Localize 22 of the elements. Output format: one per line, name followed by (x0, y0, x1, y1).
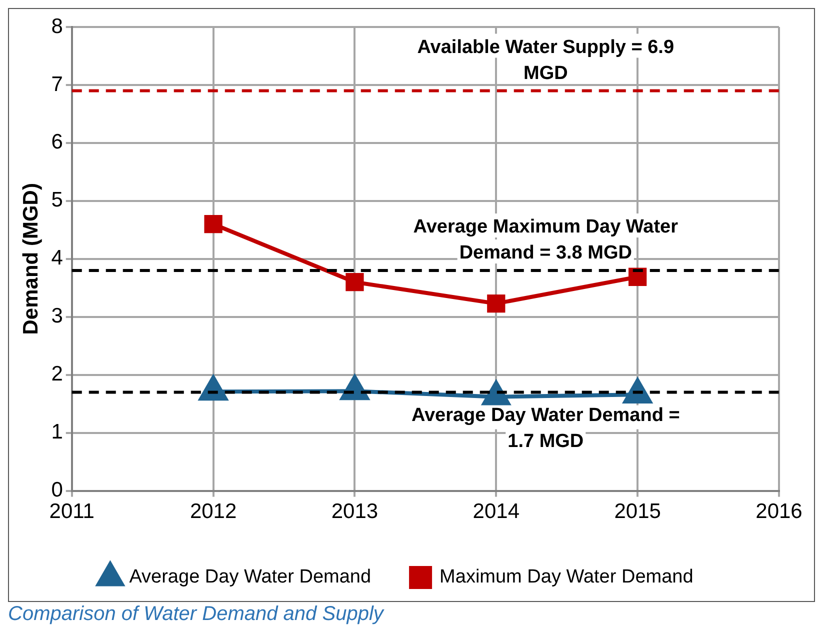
x-tick-label: 2014 (472, 500, 520, 524)
x-tick-label: 2016 (756, 500, 802, 524)
y-tick-label: 5 (51, 188, 63, 212)
y-tick-label: 3 (51, 304, 63, 328)
legend-label: Average Day Water Demand (129, 566, 372, 588)
y-tick-label: 7 (51, 72, 63, 96)
y-axis-title: Demand (MGD) (19, 183, 42, 335)
ref-line-label: Available Water Supply = 6.9 MGD (417, 36, 674, 84)
y-tick-label: 0 (51, 478, 63, 502)
x-tick-label: 2012 (190, 500, 237, 524)
x-tick-label: 2011 (49, 500, 94, 524)
ref-line-label: Average Maximum Day Water Demand = 3.8 MGD (413, 216, 679, 264)
y-tick-label: 8 (51, 14, 63, 38)
legend-label: Maximum Day Water Demand (440, 566, 694, 588)
x-tick-label: 2013 (331, 500, 378, 524)
y-tick-label: 2 (51, 362, 63, 386)
text: Comparison of Water Demand and Supply (8, 602, 386, 626)
ref-line-label: Average Day Water Demand = 1.7 MGD (411, 404, 680, 452)
x-tick-label: 2015 (614, 500, 661, 524)
y-tick-label: 1 (51, 420, 63, 444)
y-tick-label: 4 (51, 246, 64, 270)
y-tick-label: 6 (51, 130, 63, 154)
